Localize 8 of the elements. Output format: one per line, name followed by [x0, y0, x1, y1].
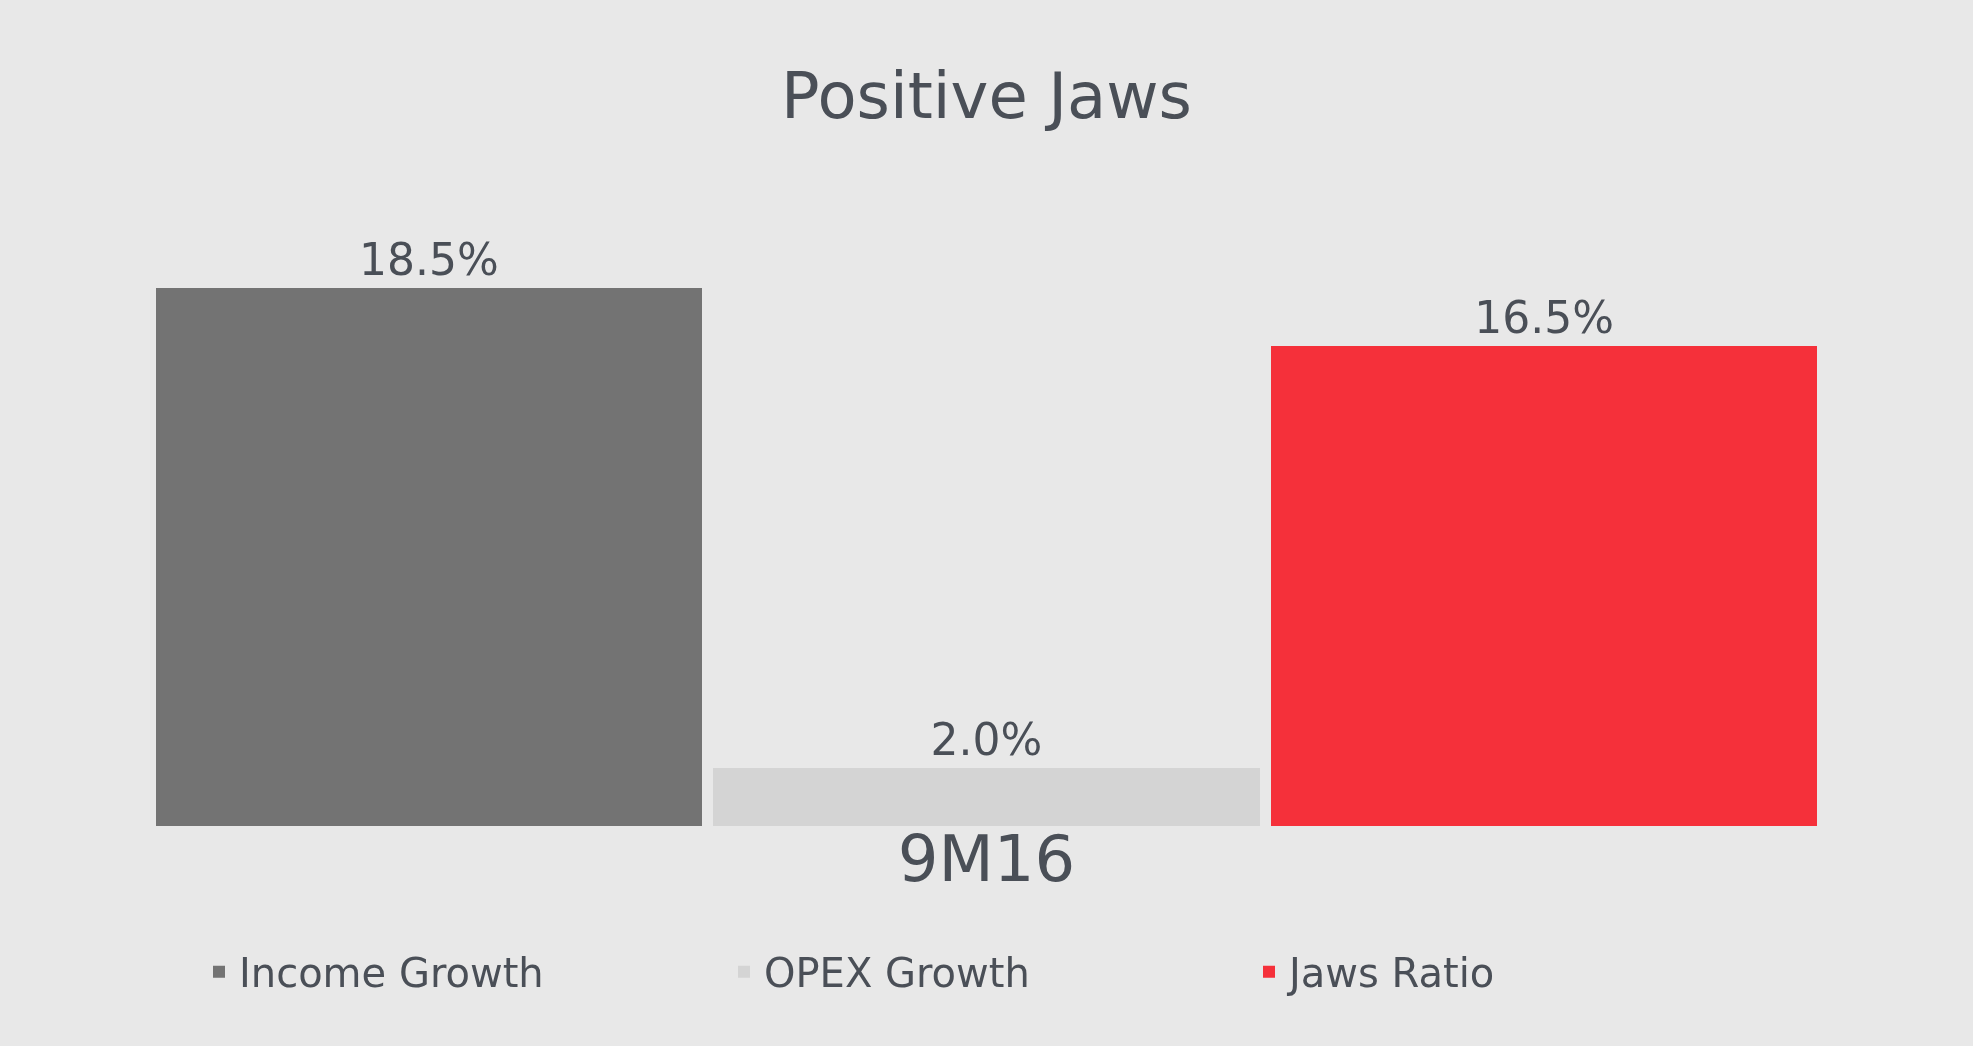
legend-label: Income Growth	[239, 950, 544, 997]
data-label: 18.5%	[358, 234, 499, 286]
legend-label: OPEX Growth	[764, 950, 1030, 997]
data-label: 16.5%	[1474, 292, 1615, 344]
x-axis-title: 9M16	[897, 822, 1076, 897]
data-label: 2.0%	[930, 713, 1043, 765]
chart-title: Positive Jaws	[781, 59, 1192, 134]
legend-label: Jaws Ratio	[1286, 950, 1495, 997]
